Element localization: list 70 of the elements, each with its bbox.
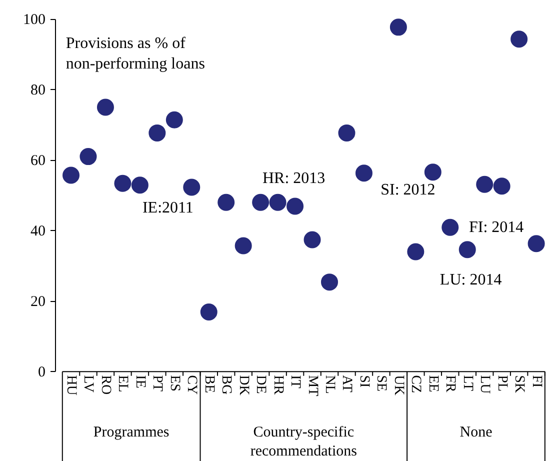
x-tick-label: IT <box>288 375 303 389</box>
x-tick-label: AT <box>339 375 354 393</box>
x-tick-label: LT <box>460 375 475 392</box>
x-tick-label: EE <box>425 375 440 392</box>
text: Provisions as % of non-performing loans <box>66 34 205 72</box>
x-tick-label: HR <box>270 375 286 396</box>
point <box>338 124 356 142</box>
x-tick-label: PT <box>150 375 165 392</box>
x-tick-label: RO <box>98 375 113 395</box>
x-tick-label: MT <box>304 375 320 397</box>
y-tick-label: 0 <box>38 364 46 381</box>
point <box>96 98 114 116</box>
x-tick-label: SE <box>374 375 389 392</box>
point <box>183 178 200 196</box>
x-tick-label: FR <box>442 375 458 393</box>
point <box>148 124 166 142</box>
point <box>114 174 132 192</box>
x-tick-label: DK <box>236 375 251 396</box>
point <box>476 176 494 193</box>
x-tick-label: CZ <box>408 375 424 394</box>
point <box>458 241 476 258</box>
y-tick-label: 80 <box>30 82 46 99</box>
point <box>234 237 252 254</box>
x-tick-label: CY <box>184 375 200 395</box>
text: Country-specific recommendations <box>250 424 358 460</box>
x-tick-label: LV <box>80 375 96 393</box>
point <box>131 176 148 194</box>
point <box>304 231 321 248</box>
y-tick-label: 60 <box>30 153 46 170</box>
point <box>407 243 424 260</box>
x-tick-label: EL <box>115 375 130 392</box>
x-tick-label: ES <box>166 375 182 392</box>
annotation: SI: 2012 <box>380 182 436 199</box>
point <box>321 274 338 291</box>
text: None <box>460 424 493 440</box>
y-tick-label: 100 <box>23 12 46 28</box>
point <box>390 18 407 36</box>
point <box>355 164 372 182</box>
annotation: LU: 2014 <box>440 271 502 288</box>
x-tick-label: NL <box>322 375 338 394</box>
annotation: FI: 2014 <box>468 219 524 236</box>
x-tick-label: IE <box>132 375 148 388</box>
point <box>442 218 459 236</box>
x-tick-label: HU <box>64 375 79 396</box>
point <box>252 194 270 211</box>
x-tick-label: SK <box>512 375 527 394</box>
x-tick-label: FI <box>528 375 544 388</box>
x-tick-label: DE <box>253 375 268 394</box>
text: Programmes <box>93 424 170 440</box>
point <box>286 198 304 215</box>
point <box>493 178 510 195</box>
y-tick-label: 20 <box>30 294 46 310</box>
point <box>424 164 442 181</box>
point <box>218 194 235 211</box>
point <box>166 111 183 128</box>
point <box>200 304 218 321</box>
point <box>528 235 545 252</box>
annotation: HR: 2013 <box>262 170 326 187</box>
x-tick-label: SI <box>356 375 372 388</box>
y-tick-label: 40 <box>30 224 46 240</box>
point <box>269 194 286 211</box>
x-tick-label: BG <box>218 375 234 395</box>
point <box>80 148 97 166</box>
x-tick-label: BE <box>201 375 216 394</box>
point <box>62 166 80 184</box>
annotation: IE:2011 <box>142 200 194 217</box>
x-tick-label: UK <box>390 375 406 396</box>
x-tick-label: LU <box>477 375 492 394</box>
point <box>510 30 528 48</box>
x-tick-label: PL <box>494 375 510 392</box>
